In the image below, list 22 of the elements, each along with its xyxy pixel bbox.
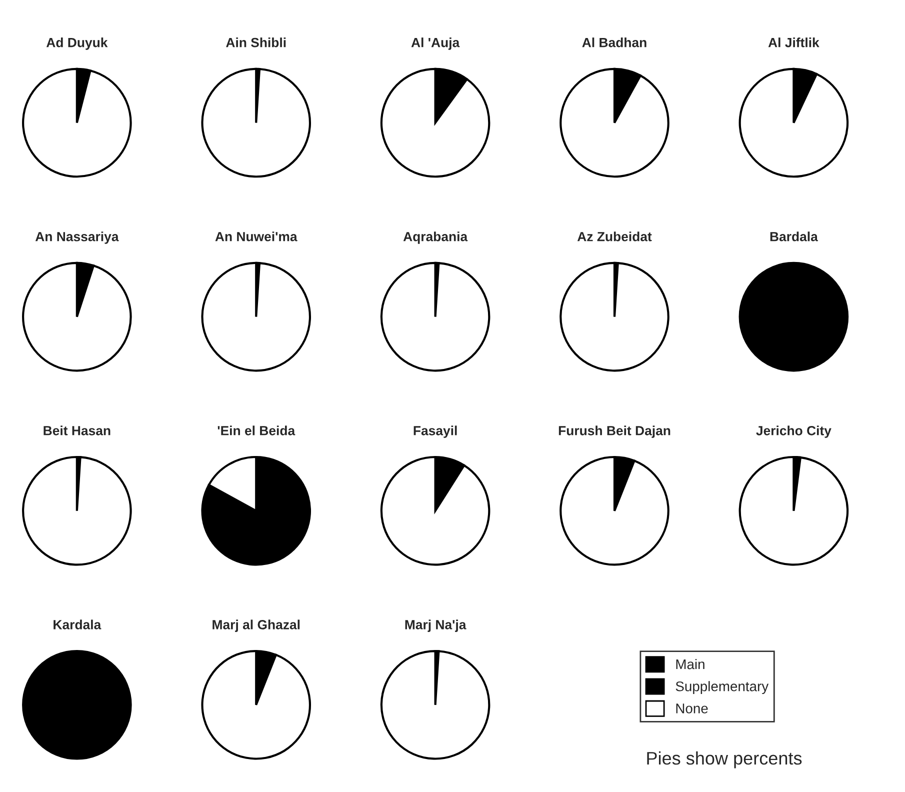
chart-title: Bardala	[770, 232, 818, 242]
chart-title: Al Badhan	[582, 38, 646, 48]
chart-title: An Nuwei'ma	[215, 232, 298, 242]
chart-title: Ain Shibli	[226, 38, 286, 48]
chart-title: Fasayil	[414, 426, 457, 438]
legend-label: Supplementary	[676, 681, 769, 694]
chart-title: Al Jiftlik	[768, 38, 820, 48]
chart-title: Jericho City	[756, 426, 832, 438]
chart-title: Ad Duyuk	[46, 38, 108, 50]
chart-title: Kardala	[54, 620, 102, 630]
text: Pies show percents	[647, 751, 802, 768]
chart-title: 'Ein el Beida	[218, 426, 296, 436]
chart-title: Marj Na'ja	[405, 620, 466, 632]
chart-title: Marj al Ghazal	[212, 620, 300, 632]
chart-title: Beit Hasan	[44, 426, 110, 436]
chart-title: Furush Beit Dajan	[558, 426, 670, 438]
chart-title: An Nassariya	[35, 232, 119, 244]
chart-title: Az Zubeidat	[577, 232, 652, 242]
chart-title: Aqrabania	[403, 232, 468, 244]
legend-label: Main	[676, 658, 704, 670]
chart-title: Al 'Auja	[411, 38, 460, 50]
legend-label: None	[676, 704, 708, 714]
